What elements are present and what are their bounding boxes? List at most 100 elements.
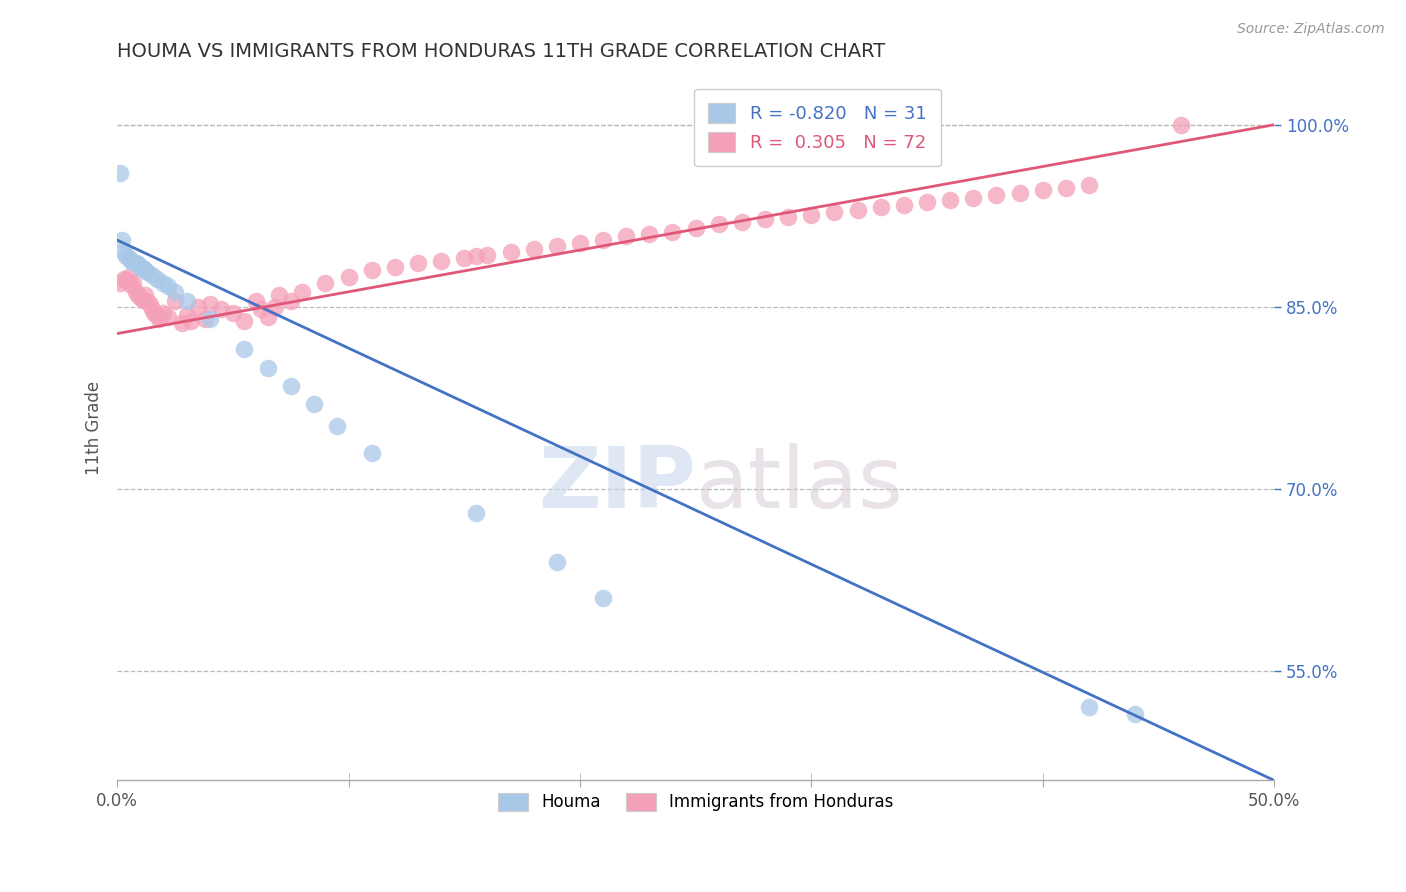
Point — [477, 247, 499, 261]
Point — [209, 302, 232, 317]
Point — [222, 306, 245, 320]
Point — [869, 200, 891, 214]
Point — [180, 314, 202, 328]
Point — [915, 195, 938, 210]
Point — [157, 279, 180, 293]
Point — [326, 418, 349, 433]
Point — [1170, 118, 1192, 132]
Point — [256, 360, 278, 375]
Point — [453, 252, 475, 266]
Point — [986, 188, 1008, 202]
Point — [136, 265, 159, 279]
Point — [127, 287, 149, 301]
Point — [143, 306, 166, 320]
Point — [120, 253, 142, 268]
Point — [823, 205, 845, 219]
Point — [129, 260, 152, 274]
Point — [152, 276, 174, 290]
Point — [131, 260, 153, 275]
Point — [302, 397, 325, 411]
Point — [360, 263, 382, 277]
Point — [111, 233, 134, 247]
Point — [685, 221, 707, 235]
Point — [129, 290, 152, 304]
Point — [108, 276, 131, 290]
Point — [406, 256, 429, 270]
Point — [141, 268, 163, 283]
Text: atlas: atlas — [696, 443, 904, 526]
Point — [233, 314, 256, 328]
Point — [198, 297, 221, 311]
Point — [638, 227, 661, 241]
Point — [134, 263, 156, 277]
Point — [523, 242, 546, 256]
Point — [138, 297, 160, 311]
Point — [568, 235, 591, 250]
Point — [145, 309, 167, 323]
Point — [245, 293, 267, 308]
Point — [1077, 700, 1099, 714]
Point — [118, 252, 141, 266]
Point — [778, 210, 800, 224]
Point — [939, 193, 962, 207]
Point — [314, 276, 336, 290]
Text: Source: ZipAtlas.com: Source: ZipAtlas.com — [1237, 22, 1385, 37]
Text: ZIP: ZIP — [538, 443, 696, 526]
Point — [115, 273, 138, 287]
Point — [269, 287, 291, 301]
Point — [176, 293, 198, 308]
Point — [1032, 183, 1054, 197]
Point — [280, 378, 302, 392]
Point — [152, 306, 174, 320]
Point — [592, 233, 614, 247]
Point — [337, 269, 360, 284]
Point — [120, 278, 142, 293]
Point — [112, 245, 135, 260]
Point — [125, 256, 148, 270]
Point — [115, 249, 138, 263]
Point — [170, 316, 193, 330]
Point — [122, 276, 145, 290]
Point — [1077, 178, 1099, 193]
Point — [291, 285, 314, 300]
Point — [754, 212, 776, 227]
Point — [1054, 181, 1077, 195]
Point — [141, 302, 163, 317]
Point — [198, 312, 221, 326]
Point — [187, 300, 209, 314]
Point — [122, 255, 145, 269]
Point — [118, 269, 141, 284]
Text: HOUMA VS IMMIGRANTS FROM HONDURAS 11TH GRADE CORRELATION CHART: HOUMA VS IMMIGRANTS FROM HONDURAS 11TH G… — [117, 42, 886, 61]
Point — [176, 309, 198, 323]
Y-axis label: 11th Grade: 11th Grade — [86, 381, 103, 475]
Point — [157, 310, 180, 324]
Point — [430, 253, 453, 268]
Point — [280, 293, 302, 308]
Point — [145, 272, 167, 286]
Point — [163, 293, 186, 308]
Point — [125, 285, 148, 300]
Point — [134, 287, 156, 301]
Point — [112, 272, 135, 286]
Point — [614, 229, 637, 244]
Point — [464, 506, 486, 520]
Point — [256, 310, 278, 324]
Point — [1123, 706, 1146, 721]
Point — [233, 343, 256, 357]
Point — [249, 302, 271, 317]
Point — [661, 225, 683, 239]
Point — [800, 208, 823, 222]
Point — [1008, 186, 1031, 200]
Point — [707, 217, 730, 231]
Point — [499, 245, 522, 260]
Point — [360, 445, 382, 459]
Point — [464, 249, 486, 263]
Point — [546, 555, 568, 569]
Point — [546, 239, 568, 253]
Point — [731, 215, 754, 229]
Point — [194, 312, 217, 326]
Point — [846, 202, 869, 217]
Point — [263, 300, 285, 314]
Point — [962, 191, 984, 205]
Point — [148, 312, 170, 326]
